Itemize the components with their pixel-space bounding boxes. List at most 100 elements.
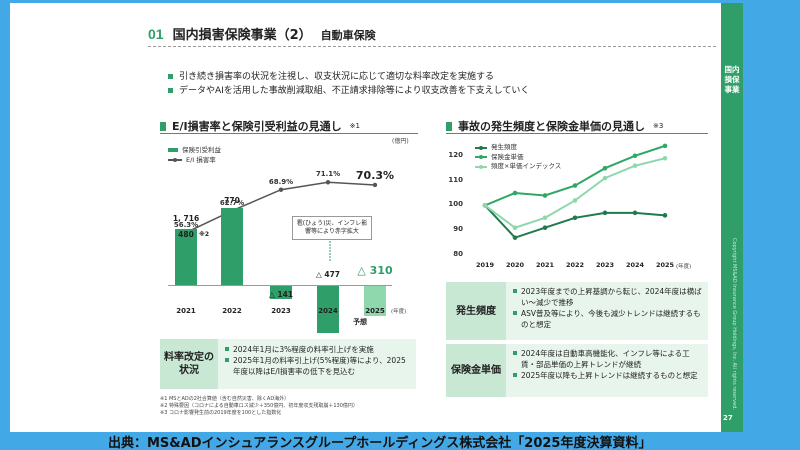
special-note-label: ※2 xyxy=(198,231,209,238)
panel-bullet: 2024年1月に3%程度の料率引上げを実施 xyxy=(224,344,412,355)
frequency-label: 発生頻度 xyxy=(446,282,506,340)
profit-bar xyxy=(175,229,197,285)
page-subtitle: 自動車保険 xyxy=(320,29,376,42)
footnote: ※2 特殊要因（コロナによる自動車ロス減少＋350億円、初年度収支残取崩＋130… xyxy=(160,403,358,409)
header-divider xyxy=(148,46,716,47)
ei-ratio-label: 71.1% xyxy=(315,170,341,179)
left-rule xyxy=(160,133,418,134)
series-point xyxy=(662,155,668,161)
x-tick-label: 2023 xyxy=(595,261,615,269)
legend-swatch-index xyxy=(475,164,487,169)
ei-ratio-point xyxy=(325,180,331,185)
left-unit: (億円) xyxy=(392,138,409,145)
title-marker xyxy=(446,121,452,131)
series-line xyxy=(484,144,666,207)
footnotes: ※1 MSとADの2社合算値（含む自然災害、除くAD海外） ※2 特殊要因（コロ… xyxy=(160,396,358,417)
line-legend-label: E/I 損害率 xyxy=(186,156,216,164)
series-point xyxy=(602,165,608,171)
series-point xyxy=(512,190,518,196)
ei-ratio-label: 68.9% xyxy=(268,177,294,186)
rate-revision-label: 料率改定の状況 xyxy=(160,339,218,389)
profit-value-label: 770 xyxy=(224,196,240,205)
series-point xyxy=(512,235,518,240)
panel-bullet: 2025年1月の料率引上げ(5%程度)等により、2025年度以降はE/I損害率の… xyxy=(224,355,412,377)
ei-ratio-label: 56.3% xyxy=(173,220,199,229)
footnote: ※1 MSとADの2社合算値（含む自然災害、除くAD海外） xyxy=(160,396,290,402)
ei-ratio-label: 70.3% xyxy=(355,168,395,182)
summary-bullet: 引き続き損害率の状況を注視し、収支状況に応じて適切な料率改定を実施する xyxy=(168,70,529,84)
title-marker xyxy=(160,121,166,131)
special-total-label: 1, 716 xyxy=(172,214,200,223)
side-title: 国内損保事業 xyxy=(724,65,740,94)
series-point xyxy=(542,193,548,198)
profit-bar xyxy=(270,285,292,300)
series-point xyxy=(632,210,638,216)
ei-ratio-point xyxy=(372,182,378,188)
left-year-unit: (年度) xyxy=(391,309,407,315)
x-tick-label: 2024 xyxy=(625,261,645,269)
profit-bar xyxy=(364,285,386,316)
frequency-text: 2023年度までの上昇基調から転じ、2024年度は横ばい～減少で推移 ASV普及… xyxy=(512,286,704,330)
right-section-note: ※3 xyxy=(653,122,664,130)
x-tick-label: 2025 xyxy=(655,261,675,269)
series-point xyxy=(542,215,548,221)
legend-label: 発生頻度 xyxy=(491,143,517,151)
series-point xyxy=(662,213,668,218)
year-label: 2024 xyxy=(318,307,338,315)
section-number: 01 xyxy=(148,26,164,42)
zero-baseline xyxy=(168,285,392,286)
profit-value-label: △ 310 xyxy=(357,264,393,277)
profit-value-label: △ 477 xyxy=(315,270,341,279)
summary-bullet: データやAIを活用した事故削減取組、不正請求排除等により収支改善を下支えしていく xyxy=(168,84,529,98)
series-point xyxy=(572,215,578,221)
x-tick-label: 2019 xyxy=(475,261,495,269)
right-legend: 発生頻度 保険金単価 頻度×単価インデックス xyxy=(475,143,561,172)
page-number: 27 xyxy=(723,414,733,422)
frequency-panel: 発生頻度 2023年度までの上昇基調から転じ、2024年度は横ばい～減少で推移 … xyxy=(446,282,708,340)
y-tick-label: 80 xyxy=(453,250,463,258)
copyright: Copyright MS&AD Insurance Group Holdings… xyxy=(731,238,737,410)
page-header: 01 国内損害保険事業（2） 自動車保険 xyxy=(148,24,376,43)
series-point xyxy=(482,203,488,208)
x-tick-label: 2022 xyxy=(565,261,585,269)
side-band: 国内損保事業 Copyright MS&AD Insurance Group H… xyxy=(721,3,743,432)
legend-label: 保険金単価 xyxy=(491,152,524,161)
legend-swatch-unit-price xyxy=(475,155,487,160)
line-legend-swatch xyxy=(168,158,182,162)
series-point xyxy=(572,198,578,203)
profit-bar xyxy=(317,285,339,333)
series-point xyxy=(542,225,548,231)
series-point xyxy=(572,183,578,188)
series-point xyxy=(602,210,608,216)
year-label: 2021 xyxy=(176,307,196,315)
year-label: 2022 xyxy=(222,307,242,315)
y-tick-label: 100 xyxy=(448,200,463,209)
series-line xyxy=(484,204,666,239)
left-section-title: E/I損害率と保険引受利益の見通し ※1 xyxy=(160,118,360,134)
series-point xyxy=(662,143,668,149)
left-section-title-text: E/I損害率と保険引受利益の見通し xyxy=(172,120,342,133)
ei-ratio-label: 62.7% xyxy=(219,198,245,207)
year-label: 2025 xyxy=(365,307,385,315)
footnote: ※3 コロナ影響発生前の2019年度を100とした指数化 xyxy=(160,410,282,416)
series-point xyxy=(512,225,518,231)
series-point xyxy=(602,175,608,181)
profit-value-label: 480 xyxy=(178,230,194,239)
ei-ratio-point xyxy=(278,187,284,192)
panel-bullet: ASV普及等により、今後も減少トレンドは継続するものと想定 xyxy=(512,308,704,330)
x-tick-label: 2021 xyxy=(535,261,555,269)
chart-annotation: 雹(ひょう)災、インフレ影響等により赤字拡大 xyxy=(292,216,372,240)
y-tick-label: 110 xyxy=(448,175,463,184)
panel-bullet: 2025年度以降も上昇トレンドは継続するものと想定 xyxy=(512,370,704,381)
bar-legend-label: 保険引受利益 xyxy=(182,146,221,154)
rate-revision-panel: 料率改定の状況 2024年1月に3%程度の料率引上げを実施 2025年1月の料率… xyxy=(160,339,416,389)
panel-bullet: 2023年度までの上昇基調から転じ、2024年度は横ばい～減少で推移 xyxy=(512,286,704,308)
right-rule xyxy=(446,133,708,134)
right-section-title-text: 事故の発生頻度と保険金単価の見通し xyxy=(458,120,645,133)
x-tick-label: 2020 xyxy=(505,261,525,269)
left-section-note: ※1 xyxy=(349,122,360,130)
profit-value-label: △ 141 xyxy=(268,290,294,299)
y-tick-label: 90 xyxy=(453,225,463,234)
y-tick-label: 120 xyxy=(448,150,463,159)
